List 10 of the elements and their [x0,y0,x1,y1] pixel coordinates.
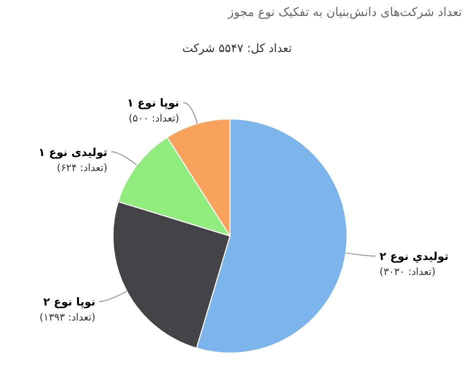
slice-label: نوپا نوع ۲ [43,296,96,309]
data-label: (تعداد: ۱۳۹۳) [40,312,96,324]
slice-label: تولیدي نوع ۲ [380,250,449,264]
data-label: (تعداد: ۶۲۴) [56,162,108,174]
data-label: (تعداد: ۵۰۰) [128,114,180,125]
slice-label: تولیدی نوع ۱ [38,146,108,159]
chart-title: تعداد شرکت‌های دانش‌بنیان به تفکیک نوع مجوز [227,5,462,19]
data-label: (تعداد: ۳۰۳۰) [380,267,436,278]
slice-label: نوپا نوع ۱ [126,96,180,110]
chart-subtitle: تعداد کل: ۵۵۴۷ شرکت [182,41,292,55]
